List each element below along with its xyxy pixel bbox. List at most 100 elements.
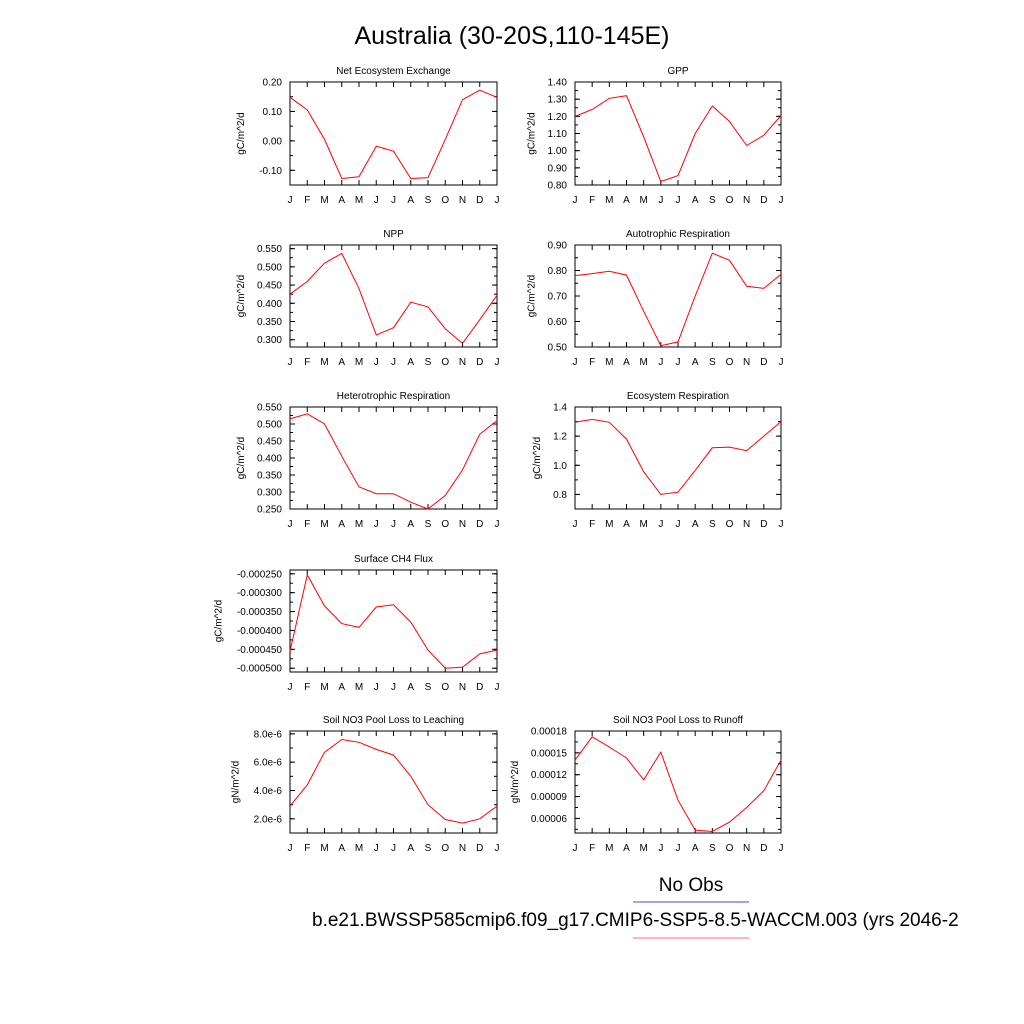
- y-tick-label: 0.300: [257, 488, 282, 499]
- series-line: [574, 418, 782, 495]
- y-axis-label: gC/m^2/d: [214, 600, 225, 643]
- figure-title: Australia (30-20S,110-145E): [355, 22, 670, 50]
- x-tick-label: A: [338, 357, 345, 368]
- y-tick-label: 0.60: [548, 317, 568, 328]
- x-tick-label: J: [658, 195, 663, 206]
- panel-2: J F M A M J J A S O N D J0.800.901.001.101.201.301.4…: [527, 66, 784, 206]
- x-tick-label: J: [658, 357, 663, 368]
- y-tick-label: 0.20: [263, 78, 283, 89]
- x-tick-label: N: [743, 357, 750, 368]
- legend: No Obs b.e21.BWSSP585cmip6.f09_g17.CMIP6…: [312, 875, 959, 939]
- y-axis-label: gC/m^2/d: [236, 275, 247, 318]
- x-tick-label: S: [425, 682, 432, 693]
- x-tick-label: M: [639, 195, 647, 206]
- x-tick-label: M: [605, 519, 613, 530]
- y-tick-label: 2.0e-6: [254, 814, 283, 825]
- panel-7: J F M A M J J A S O N D J-0.000500-0.000450-0.000400…: [214, 554, 500, 693]
- x-tick-label: A: [338, 682, 345, 693]
- y-tick-label: 0.450: [257, 281, 282, 292]
- plot-frame: [289, 244, 498, 348]
- x-tick-label: D: [476, 519, 483, 530]
- x-tick-label: J: [495, 195, 500, 206]
- panel-title: Net Ecosystem Exchange: [336, 66, 451, 77]
- x-tick-label: M: [605, 843, 613, 854]
- x-tick-label: M: [639, 357, 647, 368]
- series-line: [574, 95, 782, 183]
- x-tick-label: J: [658, 519, 663, 530]
- panel-title: Surface CH4 Flux: [354, 554, 433, 565]
- x-tick-label: J: [374, 357, 379, 368]
- plot-frame: [574, 81, 782, 186]
- y-axis-label: gN/m^2/d: [230, 761, 241, 804]
- panel-title: Soil NO3 Pool Loss to Leaching: [323, 715, 464, 726]
- x-tick-label: F: [589, 195, 595, 206]
- x-tick-label: M: [639, 519, 647, 530]
- x-tick-label: N: [459, 357, 466, 368]
- x-tick-label: S: [709, 519, 716, 530]
- y-tick-label: -0.000350: [237, 607, 282, 618]
- y-tick-label: 0.70: [548, 292, 568, 303]
- x-tick-label: J: [676, 195, 681, 206]
- y-axis-label: gC/m^2/d: [527, 275, 538, 318]
- y-tick-label: 0.350: [257, 317, 282, 328]
- x-tick-label: A: [623, 357, 630, 368]
- x-tick-label: S: [425, 357, 432, 368]
- series-line: [289, 89, 498, 180]
- x-tick-label: A: [623, 843, 630, 854]
- y-tick-label: 0.80: [548, 181, 568, 192]
- x-tick-label: J: [495, 357, 500, 368]
- plot-frame: [574, 244, 782, 348]
- x-tick-label: A: [407, 195, 414, 206]
- x-tick-label: D: [760, 843, 767, 854]
- panel-8: J F M A M J J A S O N D J2.0e-64.0e-66.0e-68.0e-6Soi…: [230, 715, 499, 854]
- y-tick-label: 1.0: [553, 461, 567, 472]
- x-tick-label: M: [605, 195, 613, 206]
- y-tick-label: 1.10: [548, 129, 568, 140]
- x-tick-label: J: [779, 357, 784, 368]
- x-tick-label: S: [709, 195, 716, 206]
- x-tick-label: O: [726, 357, 734, 368]
- x-tick-label: N: [743, 843, 750, 854]
- x-tick-label: J: [495, 682, 500, 693]
- x-tick-label: F: [304, 519, 310, 530]
- y-tick-label: -0.000300: [237, 588, 282, 599]
- panel-title: Ecosystem Respiration: [627, 391, 729, 402]
- x-tick-label: D: [760, 195, 767, 206]
- x-tick-label: A: [338, 843, 345, 854]
- y-tick-label: 0.300: [257, 335, 282, 346]
- y-tick-label: 0.00009: [531, 792, 568, 803]
- x-tick-label: M: [355, 519, 363, 530]
- y-tick-label: 1.20: [548, 112, 568, 123]
- x-tick-label: J: [779, 195, 784, 206]
- x-tick-label: F: [304, 843, 310, 854]
- x-tick-label: D: [760, 357, 767, 368]
- x-tick-label: N: [459, 195, 466, 206]
- x-tick-label: A: [692, 843, 699, 854]
- y-tick-label: 0.550: [257, 244, 282, 255]
- series-line: [289, 413, 498, 510]
- y-tick-label: 0.250: [257, 505, 282, 516]
- y-tick-label: 0.00006: [531, 814, 568, 825]
- x-tick-label: O: [441, 843, 449, 854]
- x-tick-label: F: [304, 357, 310, 368]
- x-tick-label: A: [692, 519, 699, 530]
- x-tick-label: A: [623, 195, 630, 206]
- x-tick-label: A: [407, 519, 414, 530]
- panel-title: NPP: [383, 229, 404, 240]
- y-axis-label: gC/m^2/d: [527, 112, 538, 155]
- y-tick-label: 0.400: [257, 454, 282, 465]
- panel-title: Heterotrophic Respiration: [337, 391, 450, 402]
- x-tick-label: M: [355, 843, 363, 854]
- x-tick-label: J: [288, 519, 293, 530]
- x-tick-label: M: [320, 843, 328, 854]
- y-tick-label: 0.500: [257, 420, 282, 431]
- panel-title: GPP: [667, 66, 688, 77]
- x-tick-label: O: [441, 519, 449, 530]
- y-tick-label: 0.400: [257, 299, 282, 310]
- y-tick-label: 0.500: [257, 262, 282, 273]
- x-tick-label: N: [459, 519, 466, 530]
- x-tick-label: A: [692, 357, 699, 368]
- series-line: [289, 573, 498, 669]
